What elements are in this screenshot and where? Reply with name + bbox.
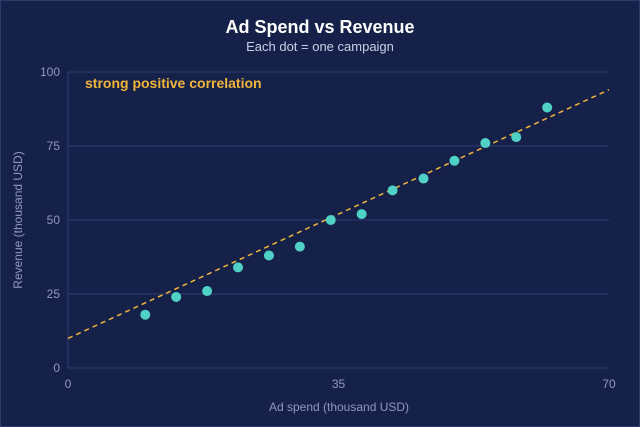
data-point (294, 241, 305, 252)
x-tick-label: 0 (65, 377, 72, 391)
data-point (325, 215, 336, 225)
data-point (480, 138, 491, 149)
y-axis-label: Revenue (thousand USD) (11, 151, 25, 288)
y-axis-ticks: 0 25 50 75 100 (40, 65, 60, 375)
chart-title: Ad Spend vs Revenue (225, 17, 414, 37)
data-point (263, 250, 274, 261)
chart-subtitle: Each dot = one campaign (246, 39, 394, 54)
data-point (511, 132, 522, 143)
grid-lines (67, 71, 609, 369)
data-point (233, 262, 244, 273)
data-point (356, 209, 367, 220)
data-point (387, 185, 398, 196)
data-point (418, 173, 429, 184)
data-points (140, 102, 553, 320)
y-tick-label: 25 (47, 287, 61, 301)
y-tick-label: 100 (40, 65, 60, 79)
data-point (171, 291, 182, 302)
y-tick-label: 50 (47, 213, 61, 227)
data-point (449, 155, 460, 166)
data-point (202, 286, 213, 297)
y-tick-label: 75 (47, 139, 61, 153)
correlation-annotation: strong positive correlation (85, 75, 262, 91)
data-point (140, 309, 151, 320)
x-axis-label: Ad spend (thousand USD) (269, 400, 409, 414)
y-tick-label: 0 (53, 361, 60, 375)
x-tick-label: 35 (332, 377, 346, 391)
trend-line (67, 89, 610, 340)
x-tick-label: 70 (602, 377, 616, 391)
data-point (542, 102, 553, 113)
x-axis-ticks: 0 35 70 (65, 377, 616, 391)
